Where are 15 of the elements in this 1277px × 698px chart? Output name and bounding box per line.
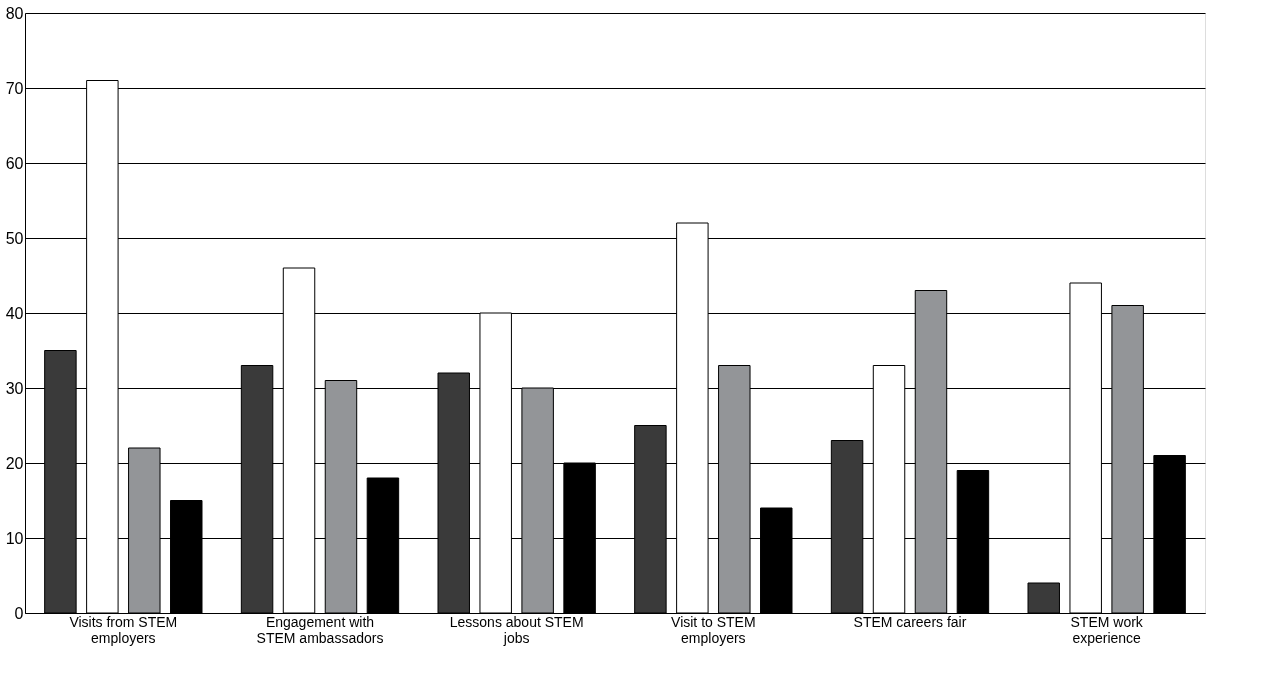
y-tick-label: 30 (5, 379, 24, 397)
y-tick-label: 70 (5, 79, 24, 97)
y-tick-label: 20 (5, 454, 24, 472)
y-tick-label: 0 (14, 604, 24, 622)
x-tick-label: STEM work experience (1070, 613, 1144, 646)
y-tick-label: 10 (5, 529, 24, 547)
x-tick-label: Engagement with STEM ambassadors (256, 613, 384, 646)
x-tick-label: STEM careers fair (853, 613, 967, 630)
x-tick-label: Visit to STEM employers (671, 613, 756, 646)
y-tick-label: 40 (5, 304, 24, 322)
x-tick-label: Lessons about STEM jobs (449, 613, 584, 646)
y-tick-label: 80 (5, 4, 24, 22)
y-tick-label: 50 (5, 229, 24, 247)
y-tick-label: 60 (5, 154, 24, 172)
x-tick-label: Visits from STEM employers (69, 613, 178, 646)
